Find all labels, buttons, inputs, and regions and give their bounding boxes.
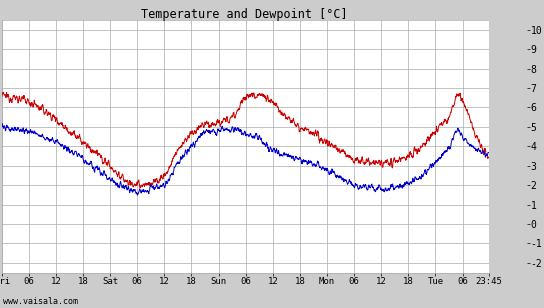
Text: www.vaisala.com: www.vaisala.com xyxy=(3,298,78,306)
Text: Temperature and Dewpoint [°C]: Temperature and Dewpoint [°C] xyxy=(141,8,348,21)
